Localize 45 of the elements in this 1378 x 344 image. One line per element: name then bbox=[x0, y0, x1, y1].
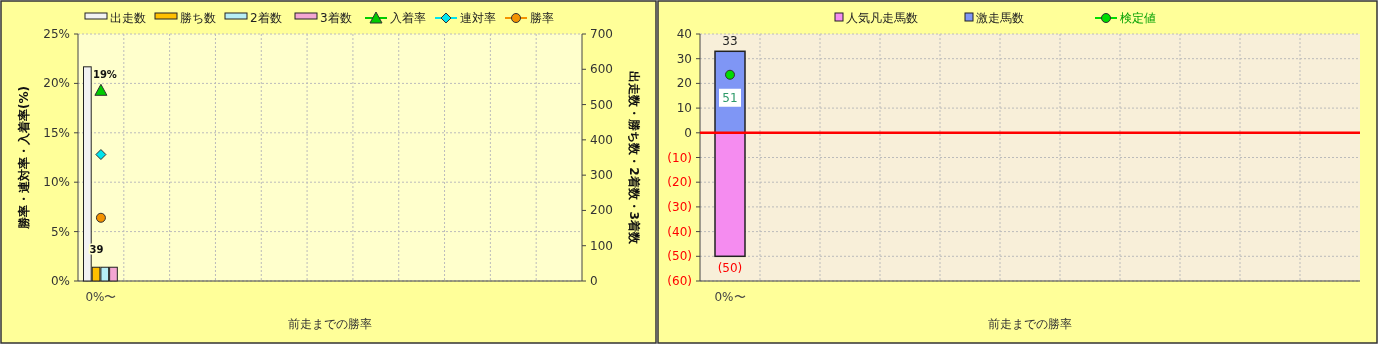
y2-axis-title: 出走数・勝ち数・2着数・3着数 bbox=[627, 71, 641, 245]
x-tick-label: 0%〜 bbox=[85, 290, 117, 304]
y-tick-label: (40) bbox=[667, 224, 692, 239]
y-tick-label: 20 bbox=[676, 76, 692, 91]
x-axis-title: 前走までの勝率 bbox=[288, 317, 372, 331]
data-label: (50) bbox=[717, 261, 743, 276]
y2-tick-label: 700 bbox=[590, 27, 613, 41]
legend-label: 出走数 bbox=[110, 11, 146, 25]
legend-label: 勝率 bbox=[530, 11, 554, 25]
y-tick-label: (30) bbox=[667, 199, 692, 214]
legend-label: 検定値 bbox=[1120, 11, 1156, 25]
legend-label: 入着率 bbox=[390, 11, 426, 25]
y-tick-label: (50) bbox=[667, 249, 692, 264]
y-tick-label: 10% bbox=[43, 175, 70, 190]
legend-label: 2着数 bbox=[250, 11, 282, 25]
y2-tick-label: 200 bbox=[590, 203, 613, 218]
y-tick-label: 30 bbox=[676, 51, 692, 66]
y-tick-label: 15% bbox=[43, 125, 70, 140]
y-tick-label: 25% bbox=[43, 27, 70, 41]
y-tick-label: 0 bbox=[684, 125, 692, 140]
y2-tick-label: 500 bbox=[590, 97, 613, 112]
legend-label: 3着数 bbox=[320, 11, 352, 25]
data-label: 33 bbox=[722, 34, 738, 49]
y2-tick-label: 0 bbox=[590, 274, 598, 288]
y-tick-label: (60) bbox=[667, 274, 692, 288]
legend-label: 人気凡走馬数 bbox=[846, 11, 918, 25]
y2-tick-label: 300 bbox=[590, 168, 613, 183]
y-tick-label: 20% bbox=[43, 76, 70, 91]
y-tick-label: 0% bbox=[50, 274, 70, 288]
y-tick-label: 10 bbox=[676, 101, 692, 116]
annotation: 51 bbox=[722, 90, 738, 105]
y-tick-label: (10) bbox=[667, 150, 692, 165]
legend-label: 激走馬数 bbox=[976, 11, 1024, 25]
x-axis-title: 前走までの勝率 bbox=[988, 317, 1072, 331]
y-tick-label: 5% bbox=[50, 224, 70, 239]
y-tick-label: 40 bbox=[676, 27, 692, 41]
y-tick-label: (20) bbox=[667, 175, 692, 190]
y2-tick-label: 600 bbox=[590, 62, 613, 77]
legend-label: 勝ち数 bbox=[180, 11, 216, 25]
y2-tick-label: 100 bbox=[590, 238, 613, 253]
data-label: 19% bbox=[92, 69, 117, 81]
x-tick-label: 0%〜 bbox=[714, 290, 746, 304]
y-axis-title: 勝率・連対率・入着率(%) bbox=[17, 86, 31, 230]
legend-label: 連対率 bbox=[460, 11, 496, 25]
y2-tick-label: 400 bbox=[590, 132, 613, 147]
